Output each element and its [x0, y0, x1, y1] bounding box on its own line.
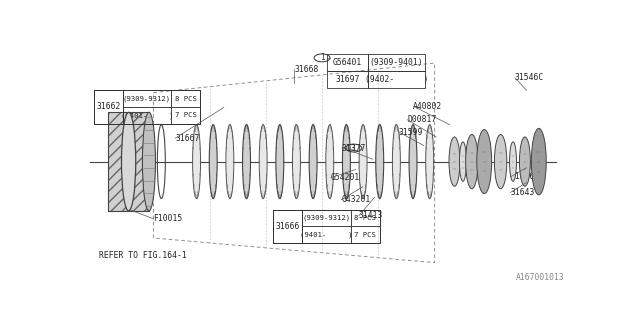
Text: D00817: D00817 [408, 115, 436, 124]
Text: 8 PCS: 8 PCS [175, 96, 196, 101]
Ellipse shape [276, 124, 284, 198]
Bar [351, 210, 380, 227]
Ellipse shape [466, 134, 478, 189]
Ellipse shape [426, 124, 434, 198]
Bar [302, 210, 351, 227]
Text: 31697: 31697 [335, 75, 360, 84]
Bar [94, 90, 123, 124]
Text: 31662: 31662 [96, 102, 120, 111]
Ellipse shape [477, 130, 492, 194]
Text: G54201: G54201 [331, 173, 360, 182]
Text: 31643: 31643 [511, 188, 535, 197]
Ellipse shape [376, 124, 384, 198]
Bar [327, 54, 367, 71]
Bar [172, 107, 200, 124]
Ellipse shape [342, 124, 350, 198]
Text: 31413: 31413 [359, 211, 383, 220]
Ellipse shape [193, 124, 200, 198]
Text: G56401: G56401 [333, 58, 362, 67]
Ellipse shape [259, 124, 267, 198]
Ellipse shape [209, 124, 217, 198]
Text: 31668: 31668 [294, 65, 319, 74]
Ellipse shape [520, 137, 531, 186]
Text: 7 PCS: 7 PCS [355, 232, 376, 238]
Text: 7 PCS: 7 PCS [175, 112, 196, 118]
Text: A167001013: A167001013 [516, 273, 565, 282]
Bar [367, 54, 425, 71]
Text: 31546C: 31546C [515, 73, 544, 82]
Text: F10015: F10015 [154, 214, 182, 223]
Bar [273, 210, 380, 243]
Text: 31616: 31616 [511, 172, 535, 181]
Ellipse shape [409, 124, 417, 198]
Text: 8 PCS: 8 PCS [355, 215, 376, 221]
Text: 31599: 31599 [399, 128, 423, 137]
Bar [327, 71, 367, 88]
Bar [123, 107, 172, 124]
Text: REFER TO FIG.164-1: REFER TO FIG.164-1 [99, 251, 187, 260]
Text: (9401-     ): (9401- ) [300, 232, 353, 238]
Ellipse shape [122, 112, 136, 211]
Bar [172, 90, 200, 107]
Ellipse shape [143, 112, 156, 211]
Bar [367, 71, 425, 88]
Ellipse shape [292, 124, 300, 198]
Text: 31667: 31667 [175, 134, 200, 143]
Text: 31377: 31377 [342, 144, 366, 153]
Text: (9401-     ): (9401- ) [121, 112, 173, 118]
Ellipse shape [243, 124, 250, 198]
Text: 31666: 31666 [276, 222, 300, 231]
Ellipse shape [392, 124, 401, 198]
Text: (9309-9312): (9309-9312) [303, 215, 351, 221]
Bar [123, 90, 172, 107]
Ellipse shape [449, 137, 460, 186]
Ellipse shape [460, 142, 467, 181]
Bar [94, 90, 200, 124]
Text: A40802: A40802 [413, 102, 443, 111]
Ellipse shape [509, 142, 516, 181]
Bar [351, 227, 380, 243]
Text: 1: 1 [351, 144, 356, 153]
Ellipse shape [531, 128, 547, 195]
Text: (9309-9312): (9309-9312) [123, 95, 171, 102]
Ellipse shape [326, 124, 333, 198]
Ellipse shape [309, 124, 317, 198]
Ellipse shape [359, 124, 367, 198]
Text: G43201: G43201 [341, 195, 371, 204]
Bar [273, 210, 302, 243]
Text: 1: 1 [319, 53, 324, 62]
Text: (9402-      ): (9402- ) [365, 75, 428, 84]
Ellipse shape [226, 124, 234, 198]
Ellipse shape [495, 134, 507, 189]
Text: (9309-9401): (9309-9401) [369, 58, 423, 67]
Bar [302, 227, 351, 243]
Polygon shape [108, 112, 149, 211]
